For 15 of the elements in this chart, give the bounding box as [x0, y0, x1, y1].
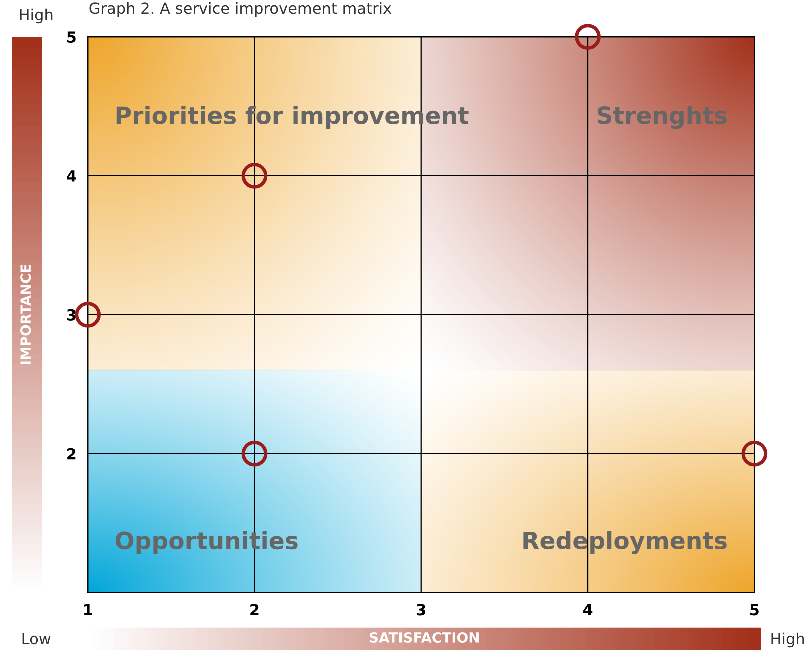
text: High [772, 632, 804, 648]
annotation: Strenghts [598, 106, 727, 130]
y-tick-label: 2 [68, 448, 76, 460]
x-axis-title: SATISFACTION [370, 632, 479, 643]
text: High [20, 8, 53, 24]
x-tick-label: 1 [84, 604, 92, 616]
chart-title: Graph 2. A service improvement matrix [90, 2, 392, 18]
y-tick-label: 4 [67, 170, 76, 182]
x-tick-label: 3 [417, 604, 426, 616]
x-tick-label: 5 [750, 604, 759, 616]
x-tick-label: 2 [250, 604, 259, 616]
x-tick-label: 4 [583, 604, 593, 616]
text: Low [22, 633, 51, 645]
y-tick-label: 5 [68, 32, 76, 44]
y-axis-title: IMPORTANCE [20, 265, 32, 364]
